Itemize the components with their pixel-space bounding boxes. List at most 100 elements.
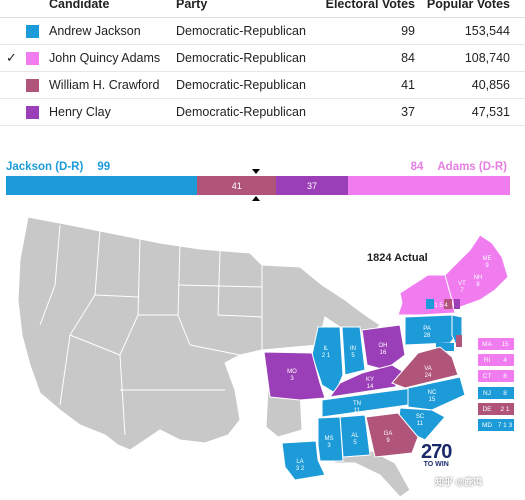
label-tn: TN [353,401,361,407]
legend-nj: NJ 8 [478,387,514,399]
label-oh: OH [379,343,388,349]
label-pa: PA [423,326,431,332]
table-row[interactable]: ✓ John Quincy Adams Democratic-Republica… [0,45,525,72]
label-in: IN [350,346,356,352]
ev-bar-right-label: Adams (D-R) [437,161,507,173]
value-mo: 3 [290,376,294,382]
color-swatch[interactable] [26,24,39,38]
state-va [391,346,459,389]
value-me: 9 [485,263,489,269]
legend-state: CT [482,372,492,380]
ev-segment-crawford: 41 [197,176,277,195]
label-mo: MO [287,369,297,375]
label-al: AL [351,433,359,439]
legend-state: DE [482,405,492,413]
legend-value: 7 1 3 [497,421,513,429]
logo-number: 270 [421,441,452,463]
state-pa [404,314,459,346]
candidate-party: Democratic-Republican [176,24,306,38]
electoral-vote-bar: 41 37 [6,176,510,195]
state-ms [317,416,344,462]
header-candidate: Candidate [49,0,110,11]
western-territory [17,216,263,451]
label-me: ME [483,256,492,262]
results-table: Candidate Party Electoral Votes Popular … [0,0,525,126]
state-la [281,440,326,481]
florida-grey [331,450,411,498]
candidate-name: Andrew Jackson [49,24,141,38]
header-popular-votes: Popular Votes [426,0,510,11]
candidate-party: Democratic-Republican [176,78,306,92]
ny-clay-block [454,299,460,309]
legend-ct: CT 8 [478,370,514,382]
table-row[interactable]: Henry Clay Democratic-Republican 37 47,5… [0,99,525,126]
electoral-votes: 84 [401,51,415,65]
ev-segment-adams [347,176,510,195]
value-ms: 3 [327,443,331,449]
state-in [341,326,366,376]
candidate-name: John Quincy Adams [49,51,161,65]
electoral-votes: 37 [401,105,415,119]
ev-bar-labels: Jackson (D-R) 99 84 Adams (D-R) [0,161,525,175]
ny-crawford-block [444,299,452,309]
candidate-name: Henry Clay [49,105,111,119]
value-pa: 28 [424,333,431,339]
value-tn: 11 [354,408,361,414]
label-ky: KY [366,377,374,383]
legend-value: 2 1 [500,405,510,413]
label-sc: SC [416,414,425,420]
midpoint-marker-bottom [252,196,260,201]
value-ga: 9 [386,438,390,444]
winner-check-icon [6,99,20,125]
value-va: 24 [425,373,432,379]
value-vt: 7 [460,288,464,294]
ev-segment-clay: 37 [276,176,348,195]
table-row[interactable]: Andrew Jackson Democratic-Republican 99 … [0,18,525,45]
legend-value: 8 [503,389,507,397]
us-map: ME 9 NH 8 VT 7 1 5 4 PA 28 OH 16 IN 5 IL… [17,216,509,498]
ev-segment-jackson [6,176,198,195]
ny-jackson-block [426,299,434,309]
candidate-name: William H. Crawford [49,78,160,92]
label-ms: MS [325,436,334,442]
watermark: 知乎 @鹿鸣 [435,477,483,487]
label-va: VA [424,366,432,372]
ev-bar-left-label: Jackson (D-R) [6,161,84,173]
value-ky: 14 [367,384,374,390]
label-vt: VT [458,281,466,287]
legend-value: 4 [503,356,507,364]
legend-ma: MA 15 [478,338,514,350]
value-in: 5 [351,353,355,359]
winner-check-icon [6,18,20,44]
candidate-party: Democratic-Republican [176,105,306,119]
value-ny: 1 5 4 [434,303,448,309]
label-nh: NH [474,275,483,281]
color-swatch[interactable] [26,105,39,119]
midpoint-marker-top [252,169,260,174]
state-new-england [444,234,509,310]
popular-votes: 153,544 [464,24,510,38]
color-swatch[interactable] [26,51,39,65]
ev-bar-left-value: 99 [97,161,111,173]
state-ny [397,274,456,316]
270-to-win-logo[interactable]: 270 TO WIN [421,441,452,468]
popular-votes: 108,740 [464,51,510,65]
table-header: Candidate Party Electoral Votes Popular … [0,0,525,18]
legend-state: NJ [483,389,491,397]
winner-check-icon [6,72,20,98]
legend-value: 15 [501,340,509,348]
popular-votes: 47,531 [471,105,510,119]
table-row[interactable]: William H. Crawford Democratic-Republica… [0,72,525,99]
legend-value: 8 [503,372,507,380]
value-nh: 8 [476,282,480,288]
ev-bar-right-value: 84 [410,161,424,173]
state-de-block [456,335,462,347]
header-electoral-votes: Electoral Votes [325,0,415,11]
value-oh: 16 [380,350,387,356]
electoral-map: ME 9 NH 8 VT 7 1 5 4 PA 28 OH 16 IN 5 IL… [0,205,525,500]
popular-votes: 40,856 [471,78,510,92]
color-swatch[interactable] [26,78,39,92]
legend-de: DE 2 1 [478,403,514,415]
grey-state-lines [39,224,263,436]
legend-state: RI [483,356,491,364]
